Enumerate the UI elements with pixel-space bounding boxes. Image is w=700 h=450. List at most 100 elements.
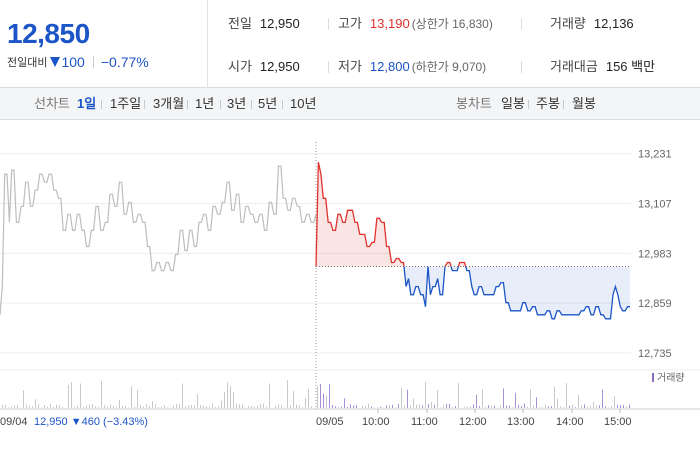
volume-bar bbox=[416, 404, 417, 408]
volume-bar bbox=[116, 407, 117, 408]
volume-bar bbox=[260, 403, 261, 408]
volume-bar bbox=[284, 407, 285, 408]
volume-bar bbox=[125, 405, 126, 408]
period-5years[interactable]: 5년 bbox=[258, 96, 278, 111]
volume-bar bbox=[140, 405, 141, 408]
divider bbox=[528, 100, 529, 109]
volume-bar bbox=[584, 404, 585, 408]
volume-bar bbox=[107, 406, 108, 408]
candle-weekly[interactable]: 주봉 bbox=[536, 96, 560, 111]
volume-bar bbox=[143, 406, 144, 408]
volume-bar bbox=[458, 383, 459, 408]
volume-bar bbox=[86, 405, 87, 408]
volume-bar bbox=[602, 389, 603, 408]
period-1week[interactable]: 1주일 bbox=[110, 96, 142, 111]
volume-bar bbox=[488, 405, 489, 408]
volume-bar bbox=[452, 406, 453, 408]
period-3months[interactable]: 3개월 bbox=[153, 96, 185, 111]
volume-bar bbox=[254, 406, 255, 408]
x-tick-label: 12:00 bbox=[459, 416, 487, 428]
volume-bar bbox=[437, 390, 438, 408]
volume-bar bbox=[104, 405, 105, 408]
volume-bar bbox=[164, 405, 165, 408]
volume-bar bbox=[494, 406, 495, 408]
volume-bar bbox=[263, 403, 264, 408]
volume-bar bbox=[413, 398, 414, 408]
volume-bar bbox=[239, 404, 240, 408]
volume-bar bbox=[152, 401, 153, 408]
volume-bar bbox=[2, 405, 3, 408]
volume-bar bbox=[386, 405, 387, 408]
volume-bar bbox=[617, 404, 618, 408]
volume-bar bbox=[572, 404, 573, 408]
y-tick-label: 13,107 bbox=[638, 198, 672, 210]
volume-bar bbox=[155, 404, 156, 408]
volume-bar bbox=[557, 398, 558, 408]
candle-monthly[interactable]: 월봉 bbox=[572, 96, 596, 111]
candle-daily[interactable]: 일봉 bbox=[501, 96, 525, 111]
volume-bar bbox=[98, 406, 99, 408]
volume-bar bbox=[53, 407, 54, 408]
price-chart[interactable]: 13,231 13,107 12,983 12,859 12,735 거래량 09/04… bbox=[0, 120, 700, 450]
volume-bar bbox=[539, 407, 540, 408]
volume-bar bbox=[308, 388, 309, 408]
volume-bar bbox=[242, 404, 243, 408]
volume-bar bbox=[335, 406, 336, 408]
volume-bar bbox=[380, 406, 381, 408]
volume-bar bbox=[158, 407, 159, 408]
volume-bar bbox=[14, 405, 15, 408]
volume-bar bbox=[35, 399, 36, 408]
volume-bar bbox=[326, 395, 327, 408]
price-change-row: 전일대비 100 −0.77% bbox=[7, 53, 149, 71]
volume-bar bbox=[206, 406, 207, 408]
volume-bar bbox=[185, 406, 186, 408]
volume-bar bbox=[389, 404, 390, 408]
down-area bbox=[465, 266, 630, 319]
volume-bar bbox=[269, 383, 270, 408]
volume-bar bbox=[506, 405, 507, 408]
volume-bar bbox=[527, 406, 528, 408]
volume-bar bbox=[479, 405, 480, 408]
volume-bar bbox=[74, 407, 75, 408]
volume-bar bbox=[554, 386, 555, 408]
volume-bar bbox=[599, 405, 600, 408]
volume-bar bbox=[161, 406, 162, 408]
volume-bar bbox=[512, 407, 513, 408]
volume-bar bbox=[596, 405, 597, 408]
volume-bar bbox=[551, 406, 552, 408]
period-10years[interactable]: 10년 bbox=[290, 96, 317, 111]
volume-bar bbox=[110, 404, 111, 408]
x-tick-label: 09/05 bbox=[316, 416, 344, 428]
period-1day[interactable]: 1일 bbox=[77, 96, 97, 111]
period-3years[interactable]: 3년 bbox=[227, 96, 247, 111]
volume-bar bbox=[464, 406, 465, 408]
up-area bbox=[316, 162, 404, 267]
volume-bar bbox=[293, 390, 294, 408]
period-1year[interactable]: 1년 bbox=[195, 96, 215, 111]
down-area bbox=[404, 266, 428, 307]
up-area bbox=[458, 262, 466, 267]
volume-bar bbox=[119, 399, 120, 408]
volume-bar bbox=[470, 406, 471, 408]
divider bbox=[251, 100, 252, 109]
volume-bar bbox=[233, 392, 234, 408]
price-chart-svg: 13,231 13,107 12,983 12,859 12,735 거래량 09/04… bbox=[0, 142, 700, 428]
divider bbox=[521, 61, 522, 73]
current-price: 12,850 bbox=[7, 18, 90, 49]
high-price: 고가 13,190 (상한가 16,830) bbox=[338, 16, 493, 31]
divider bbox=[187, 100, 188, 109]
volume-bar bbox=[131, 386, 132, 408]
x-tick-label: 10:00 bbox=[362, 416, 390, 428]
volume-bar bbox=[521, 405, 522, 408]
volume-bar bbox=[275, 405, 276, 408]
volume-bar bbox=[542, 407, 543, 408]
volume-bar bbox=[410, 405, 411, 408]
volume-bar bbox=[101, 380, 102, 408]
down-line bbox=[465, 266, 630, 320]
volume-bar bbox=[26, 404, 27, 408]
volume-bar bbox=[431, 401, 432, 408]
volume-bar bbox=[215, 407, 216, 408]
volume-legend-swatch bbox=[652, 373, 654, 382]
volume-bar bbox=[281, 405, 282, 408]
volume-bar bbox=[626, 406, 627, 408]
